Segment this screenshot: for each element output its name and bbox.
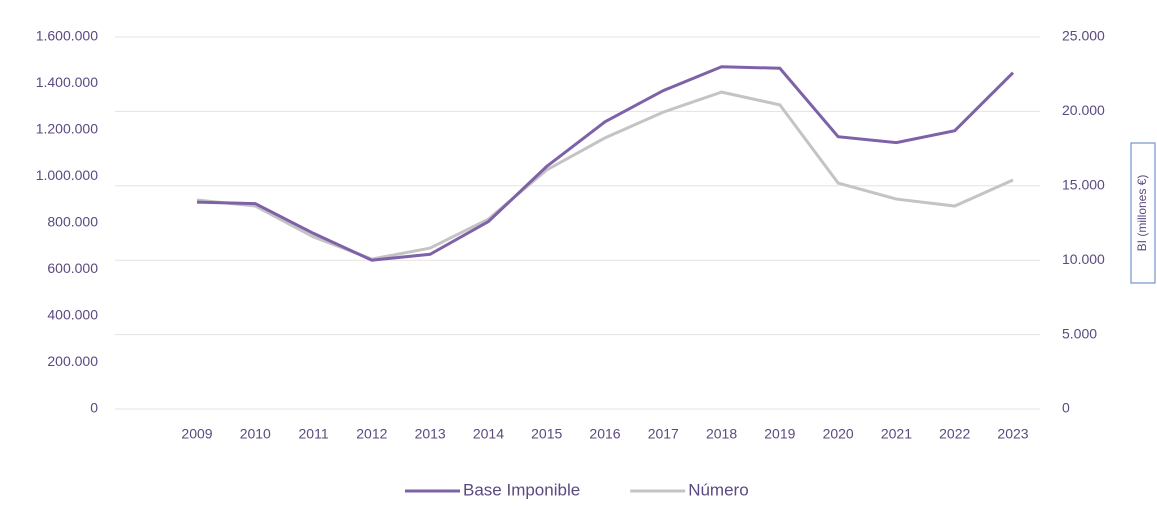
y2-axis-title: BI (millones €) [1130, 142, 1156, 284]
x-tick-label: 2011 [299, 426, 329, 442]
y2-tick-label: 0 [1062, 400, 1070, 416]
legend-label: Base Imponible [463, 480, 580, 499]
y-tick-label: 600.000 [47, 260, 98, 276]
y2-tick-label: 25.000 [1062, 28, 1105, 44]
series-line [196, 65, 1015, 262]
x-tick-label: 2018 [706, 426, 737, 442]
y2-axis-title-box [1130, 142, 1156, 284]
y2-tick-label: 10.000 [1062, 251, 1105, 267]
x-tick-label: 2020 [823, 426, 854, 442]
y-tick-label: 800.000 [47, 214, 98, 230]
y-tick-label: 1.200.000 [36, 121, 98, 137]
y2-tick-label: 5.000 [1062, 325, 1097, 341]
y-tick-label: 1.600.000 [36, 28, 98, 44]
x-tick-label: 2022 [939, 426, 970, 442]
x-tick-label: 2013 [415, 426, 446, 442]
legend-label: Número [688, 480, 748, 499]
x-tick-label: 2016 [589, 426, 620, 442]
y-tick-label: 1.400.000 [36, 74, 98, 90]
x-tick-label: 2023 [997, 426, 1028, 442]
x-tick-label: 2017 [648, 426, 679, 442]
x-tick-label: 2012 [356, 426, 387, 442]
y-tick-label: 400.000 [47, 307, 98, 323]
x-tick-label: 2021 [881, 426, 912, 442]
y2-tick-label: 20.000 [1062, 102, 1105, 118]
series-line [196, 90, 1014, 261]
x-tick-label: 2014 [473, 426, 504, 442]
x-tick-label: 2009 [181, 426, 212, 442]
x-tick-label: 2015 [531, 426, 562, 442]
y-tick-label: 0 [90, 400, 98, 416]
y2-tick-label: 15.000 [1062, 177, 1105, 193]
y2-axis-title-text: BI (millones €) [1135, 175, 1149, 252]
y-tick-label: 200.000 [47, 353, 98, 369]
x-tick-label: 2019 [764, 426, 795, 442]
x-tick-label: 2010 [240, 426, 271, 442]
y-tick-label: 1.000.000 [36, 167, 98, 183]
